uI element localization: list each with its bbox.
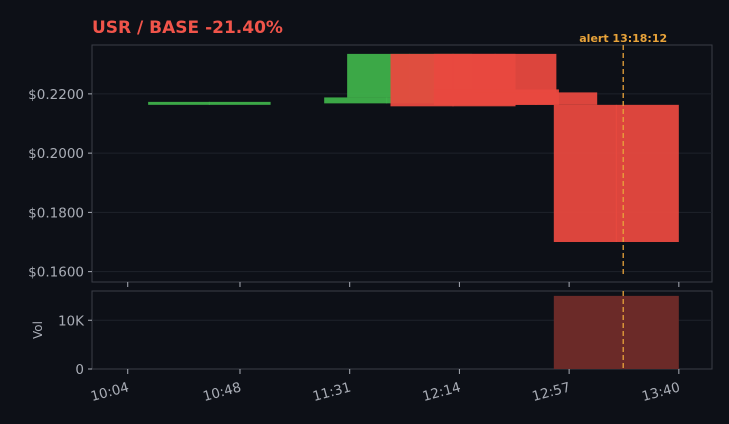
price-tick-label: $0.1600 — [28, 265, 84, 281]
volume-tick-label: 0 — [75, 362, 84, 378]
price-panel-frame — [91, 44, 713, 283]
candle-up — [148, 101, 271, 105]
candle-up — [324, 97, 450, 104]
price-tick-label: $0.2200 — [28, 87, 84, 103]
volume-axis-label: Vol — [31, 321, 45, 339]
price-tick-label: $0.2000 — [28, 146, 84, 162]
time-tick-label: 12:14 — [421, 379, 463, 405]
time-tick-label: 10:04 — [89, 379, 131, 405]
volume-tick-label: 10K — [58, 313, 85, 329]
time-tick-label: 11:31 — [311, 379, 353, 405]
candle-down — [474, 92, 598, 105]
time-tick-label: 12:57 — [530, 379, 572, 405]
time-tick-label: 10:48 — [201, 379, 243, 405]
time-tick-label: 13:40 — [640, 379, 682, 405]
candle-down — [553, 104, 679, 243]
volume-bar — [553, 295, 679, 369]
alert-label: alert 13:18:12 — [579, 32, 667, 45]
chart-title: USR / BASE -21.40% — [92, 18, 283, 38]
price-panel: $0.1600 $0.1800 $0.2000 $0.2200 — [28, 44, 713, 287]
alert-marker: alert 13:18:12 — [579, 32, 667, 369]
volume-panel-frame — [91, 290, 713, 370]
volume-panel: 0 10K Vol 10:04 10:48 11:31 12:14 12:57 13:40 — [31, 290, 713, 405]
price-tick-label: $0.1800 — [28, 205, 84, 221]
